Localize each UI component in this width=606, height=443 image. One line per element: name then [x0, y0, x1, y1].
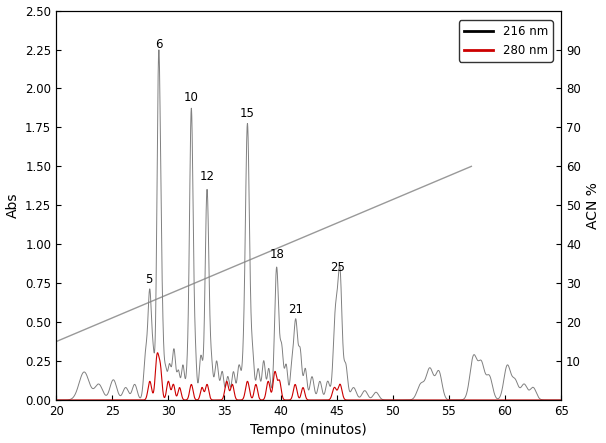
Y-axis label: Abs: Abs [5, 193, 19, 218]
Legend: 216 nm, 280 nm: 216 nm, 280 nm [459, 20, 553, 62]
Text: 6: 6 [156, 38, 163, 51]
Text: 5: 5 [145, 273, 153, 286]
Text: 12: 12 [200, 171, 215, 183]
Text: 15: 15 [239, 107, 255, 120]
X-axis label: Tempo (minutos): Tempo (minutos) [250, 424, 367, 437]
Text: 21: 21 [288, 303, 302, 316]
Text: 25: 25 [330, 261, 345, 274]
Text: 10: 10 [184, 91, 198, 104]
Y-axis label: ACN %: ACN % [587, 182, 601, 229]
Text: 18: 18 [270, 249, 285, 261]
